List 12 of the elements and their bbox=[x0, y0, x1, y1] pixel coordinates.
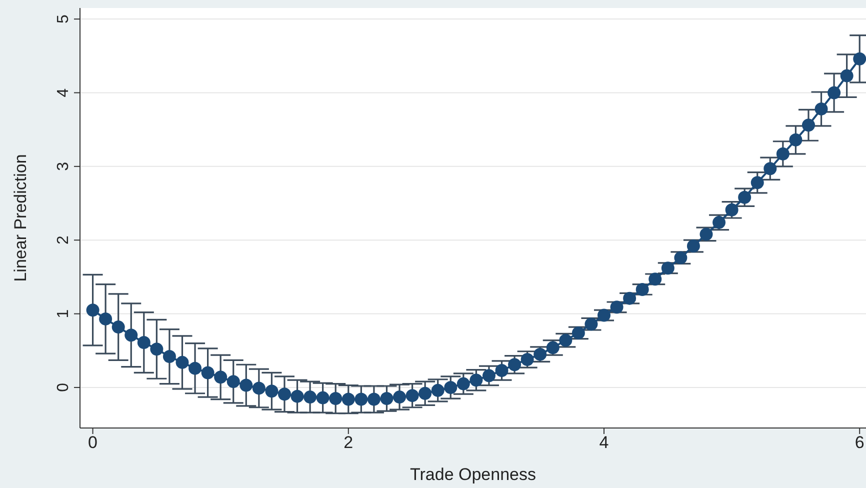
y-tick-label: 5 bbox=[55, 14, 72, 24]
x-tick-label: 6 bbox=[854, 433, 864, 452]
y-tick-label: 2 bbox=[55, 236, 72, 245]
x-tick-label: 4 bbox=[599, 433, 609, 452]
x-tick-label: 2 bbox=[344, 433, 354, 452]
y-tick-label: 3 bbox=[55, 162, 72, 171]
x-axis-title: Trade Openness bbox=[410, 465, 536, 484]
y-tick-label: 1 bbox=[55, 309, 72, 318]
x-tick-label: 0 bbox=[88, 433, 98, 452]
y-axis-title: Linear Prediction bbox=[11, 154, 30, 282]
y-tick-label: 4 bbox=[55, 88, 72, 98]
y-tick-label: 0 bbox=[55, 382, 72, 392]
